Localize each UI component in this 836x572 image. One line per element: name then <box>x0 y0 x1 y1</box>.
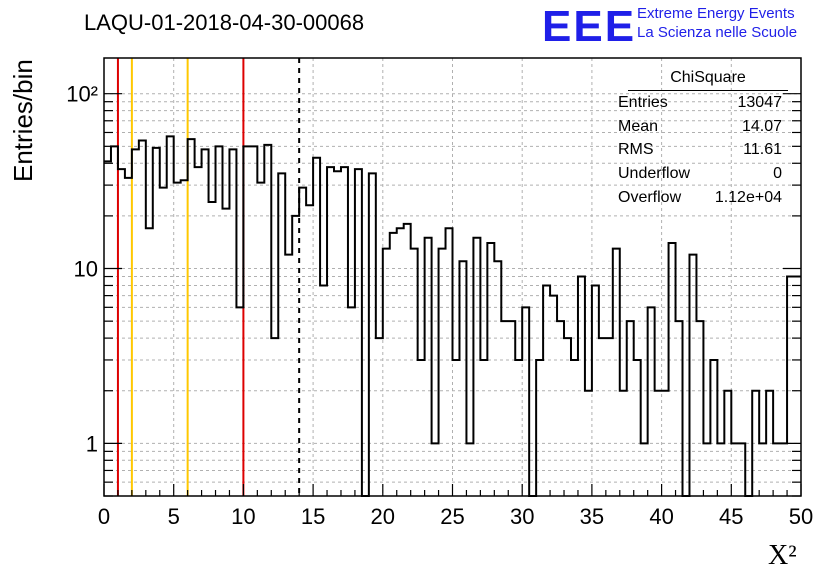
stats-value: 0 <box>773 165 782 183</box>
x-tick-label: 5 <box>168 504 180 529</box>
stats-key: Entries <box>618 94 668 111</box>
x-tick-label: 40 <box>649 504 673 529</box>
chart-title: LAQU-01-2018-04-30-00068 <box>84 10 365 35</box>
x-axis-label: X² <box>768 540 797 571</box>
histogram-outline <box>104 135 801 497</box>
stats-value: 13047 <box>737 94 783 111</box>
x-tick-label: 50 <box>789 504 813 529</box>
x-tick-label: 35 <box>580 504 604 529</box>
x-tick-label: 0 <box>98 504 110 529</box>
eee-logo: EEE <box>542 2 637 51</box>
x-tick-label: 45 <box>719 504 743 529</box>
stats-row-underflow: Underflow 0 <box>612 162 788 186</box>
stats-title: ChiSquare <box>628 66 788 91</box>
logo-line-2: La Scienza nelle Scuole <box>637 24 798 41</box>
stats-row-mean: Mean 14.07 <box>612 115 788 139</box>
stats-value: 11.61 <box>743 141 782 159</box>
axis-ticks <box>103 93 802 497</box>
x-tick-label: 20 <box>371 504 395 529</box>
x-tick-label: 10 <box>231 504 255 529</box>
y-axis-label: Entries/bin <box>8 59 38 182</box>
stats-row-entries: Entries 13047 <box>612 91 788 115</box>
x-tick-label: 15 <box>301 504 325 529</box>
x-tick-label: 25 <box>440 504 464 529</box>
stats-key: Underflow <box>618 165 691 183</box>
stats-key: Mean <box>618 117 659 135</box>
logo-line-1: Extreme Energy Events <box>637 5 795 22</box>
y-tick-label: 10 <box>74 257 98 282</box>
stats-box: ChiSquare Entries 13047 Mean 14.07 RMS 1… <box>612 66 788 209</box>
stats-key: Overflow <box>618 188 682 206</box>
x-tick-label: 30 <box>510 504 534 529</box>
y-tick-label: 10² <box>66 82 98 107</box>
stats-value: 1.12e+04 <box>714 188 782 206</box>
stats-key: RMS <box>618 141 654 159</box>
stats-value: 14.07 <box>741 117 782 135</box>
stats-row-rms: RMS 11.61 <box>612 138 788 162</box>
stats-row-overflow: Overflow 1.12e+04 <box>612 186 788 210</box>
y-tick-label: 1 <box>86 431 98 456</box>
tick-labels: 0 5 10 15 20 25 30 35 40 45 50 1 10 10² <box>66 82 813 529</box>
